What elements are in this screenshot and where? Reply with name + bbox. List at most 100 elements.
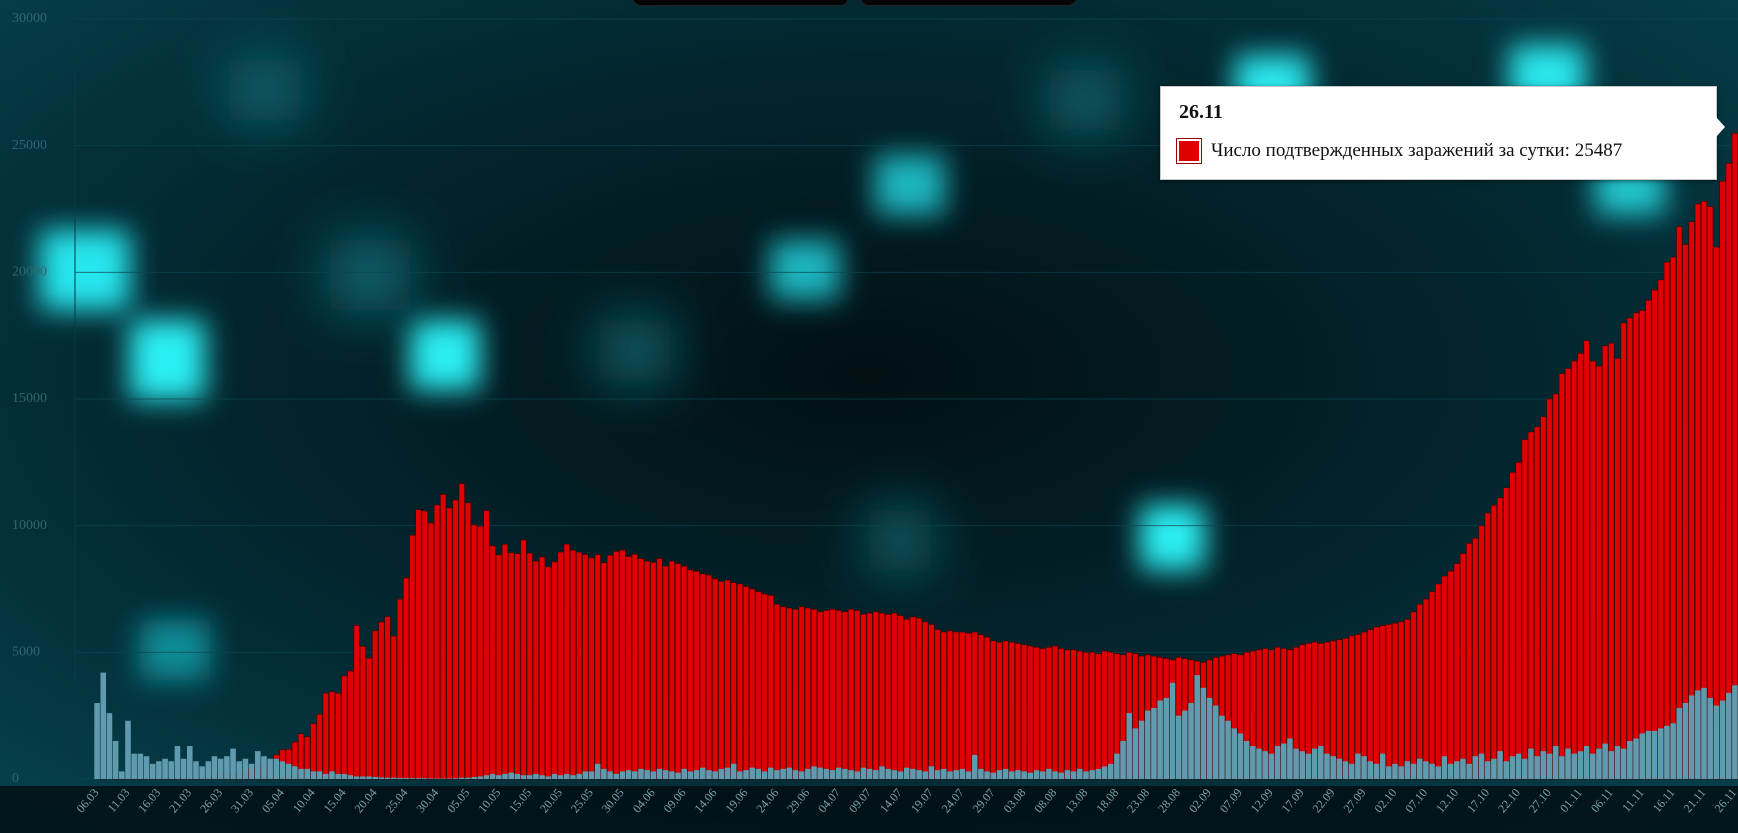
bar (903, 767, 910, 779)
bar (1398, 621, 1405, 780)
bar (1670, 723, 1676, 779)
bar (1441, 576, 1448, 780)
bar (1670, 256, 1677, 780)
bar (712, 578, 719, 780)
bar (304, 768, 311, 779)
bar (1546, 398, 1553, 780)
bar (730, 763, 737, 779)
tooltip-value: 25487 (1574, 140, 1623, 161)
tooltip-arrow (1716, 117, 1725, 137)
bar (261, 756, 267, 779)
bar (1695, 690, 1701, 779)
bar (1076, 650, 1083, 780)
bar (817, 767, 823, 779)
bar (860, 767, 867, 779)
bar (1707, 206, 1714, 780)
bar (149, 763, 156, 779)
bar (656, 558, 663, 780)
bar (1268, 753, 1275, 779)
bar (1077, 768, 1083, 779)
bar (174, 746, 181, 779)
bar (1453, 563, 1460, 780)
bar (1651, 289, 1658, 780)
bar (1002, 640, 1009, 780)
bar (1589, 753, 1596, 779)
bar (1355, 753, 1361, 779)
bar (390, 635, 397, 780)
bar (823, 610, 830, 780)
bar (1163, 697, 1170, 779)
y-tick-label: 20000 (12, 265, 47, 280)
bar (693, 570, 700, 780)
bar (125, 720, 131, 779)
bar (372, 630, 379, 780)
bar (329, 771, 335, 779)
bar (347, 670, 354, 780)
bar (1732, 685, 1738, 779)
bar (817, 611, 824, 780)
bar (347, 775, 354, 779)
glow (130, 320, 205, 400)
bar (489, 773, 496, 779)
bar (1002, 768, 1009, 779)
bar (878, 612, 886, 780)
bar (823, 768, 830, 779)
bar (594, 554, 601, 780)
bar (656, 768, 663, 779)
bar (625, 556, 632, 780)
bar (1250, 746, 1256, 779)
bar (835, 610, 842, 780)
bar (1101, 766, 1108, 779)
y-tick-label: 25000 (12, 138, 47, 153)
bar (1608, 342, 1615, 780)
top-button[interactable] (860, 0, 1077, 6)
bar (533, 773, 539, 779)
bar (1657, 728, 1664, 779)
bar (786, 767, 793, 779)
glow (1140, 505, 1205, 570)
bar (341, 675, 348, 780)
bar (1614, 358, 1621, 780)
bar (489, 545, 496, 780)
bar (588, 557, 595, 780)
bar (328, 691, 336, 780)
bar (112, 741, 119, 779)
bar (1348, 763, 1355, 779)
bar (1243, 741, 1250, 779)
bar (409, 534, 416, 780)
bar (551, 561, 558, 780)
bar (996, 641, 1003, 780)
bar (1336, 758, 1343, 779)
bar (1107, 652, 1114, 780)
bar (662, 770, 669, 779)
glow (410, 320, 480, 390)
bar (1478, 753, 1485, 779)
bar (378, 777, 385, 779)
bar (415, 778, 422, 779)
bar (687, 569, 694, 780)
bar (1330, 756, 1336, 779)
bar (1058, 648, 1065, 780)
bar (1608, 751, 1615, 779)
bar (928, 766, 935, 779)
bar (835, 767, 842, 779)
bar (674, 563, 682, 780)
bar (644, 770, 650, 779)
bar (1595, 365, 1603, 780)
tooltip-row: Число подтвержденных заражений за сутки:… (1176, 138, 1623, 164)
bar (1138, 720, 1145, 779)
bar (1262, 751, 1268, 779)
top-button[interactable] (632, 0, 849, 6)
bar (983, 636, 991, 780)
bar (866, 768, 873, 779)
bar (1496, 497, 1504, 780)
bar (1033, 770, 1040, 779)
bar (1503, 761, 1510, 779)
bar (705, 574, 713, 780)
bar (452, 499, 459, 780)
bar (217, 758, 224, 779)
bar (681, 768, 688, 779)
bar (1410, 763, 1417, 779)
tooltip-sep: : (1564, 140, 1575, 161)
bar (427, 522, 434, 780)
